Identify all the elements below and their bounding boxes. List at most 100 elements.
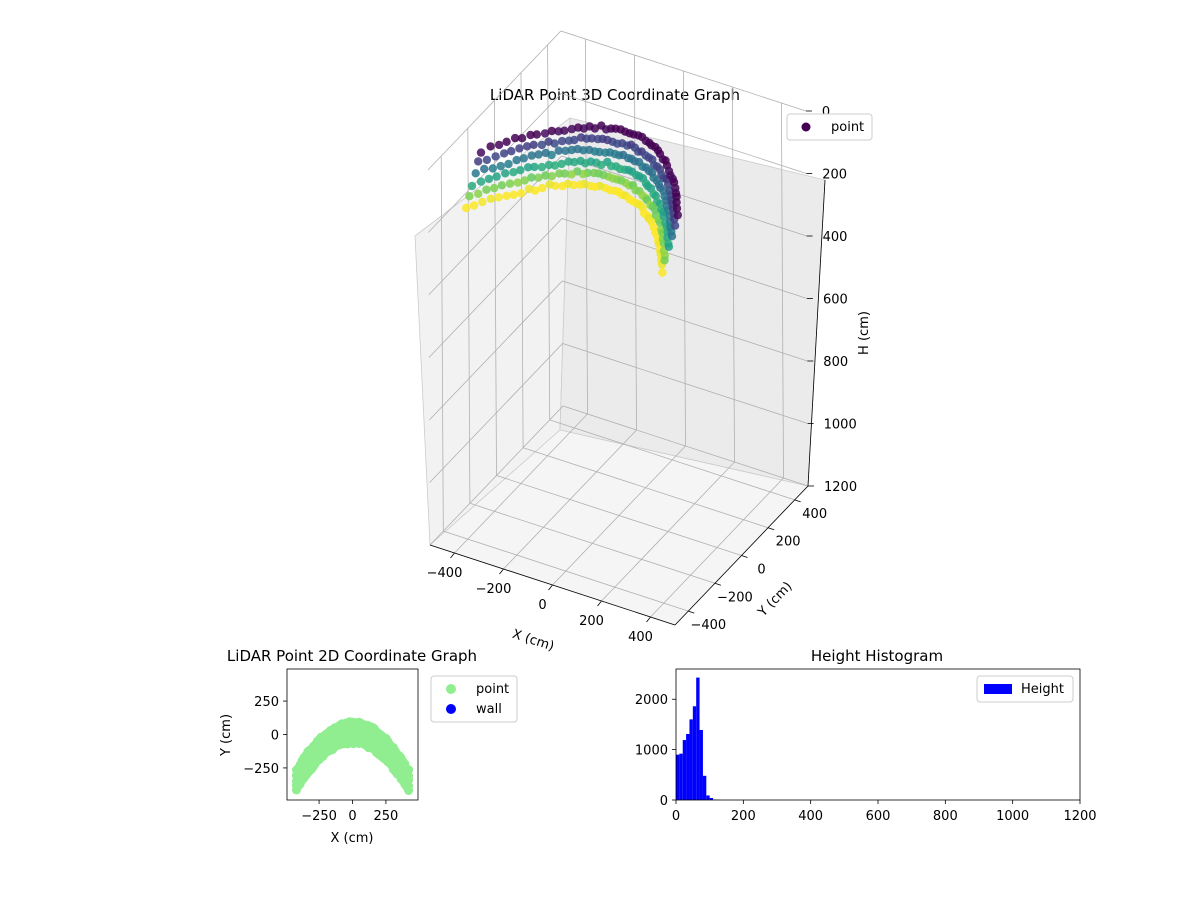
x-tick-label-hist: 0 (672, 809, 680, 824)
grid-line (428, 218, 808, 358)
scatter-point-3d (541, 171, 550, 180)
x-tick-label-3d: −400 (427, 566, 463, 581)
grid-line (601, 461, 735, 602)
scatter-point-3d (465, 192, 474, 201)
scatter-point-3d (497, 181, 507, 190)
scatter-point-3d (478, 197, 487, 207)
scatter-point-3d (494, 140, 504, 150)
scatter-point-3d (492, 172, 501, 181)
scatter-point-3d (516, 166, 525, 175)
scatter-point-3d (547, 172, 557, 181)
x-tick-3d (646, 616, 651, 623)
x-tick-label-hist: 200 (731, 809, 756, 824)
y-axis-label-3d: Y (cm) (755, 579, 796, 620)
histogram-bar (686, 734, 690, 800)
scatter-point-3d (664, 242, 674, 251)
scatter-point-3d (567, 124, 577, 134)
scatter-point-3d (527, 151, 536, 160)
grid-line (454, 413, 588, 554)
scatter-point-3d (547, 126, 556, 136)
scatter-point-3d (513, 178, 522, 187)
scatter-point-3d (617, 176, 626, 185)
grid-line (552, 445, 686, 586)
points-3d (462, 121, 682, 277)
y-tick-3d (794, 499, 801, 503)
y-tick-label-hist: 0 (660, 794, 668, 809)
scatter-point-3d (529, 140, 538, 149)
scatter-point-3d (667, 232, 677, 241)
ticks-2d: −250 0 250 −250 0 250 (243, 695, 398, 824)
scatter-point-3d (530, 162, 539, 172)
x-tick-label-3d: 0 (538, 598, 546, 613)
points-2d (291, 717, 414, 795)
scatter-point-3d (597, 121, 606, 130)
chart-title-3d: LiDAR Point 3D Coordinate Graph (490, 86, 740, 104)
scatter-point-3d (629, 130, 638, 139)
legend-marker-height (984, 684, 1012, 694)
scatter-2d-plot: LiDAR Point 2D Coordinate Graph −250 0 250… (219, 647, 518, 846)
scatter-point-2d (404, 786, 414, 795)
scatter-point-3d (589, 168, 599, 178)
z-tick-label-3d: 200 (822, 168, 847, 183)
scatter-point-3d (534, 150, 543, 159)
z-tick-label-3d: 1000 (824, 418, 857, 433)
scatter-point-3d (516, 189, 526, 198)
scatter-point-3d (544, 160, 554, 170)
y-tick-label-2d: 250 (254, 695, 279, 710)
scatter-point-3d (538, 183, 547, 193)
legend-hist: Height (976, 675, 1074, 703)
y-tick-label-2d: 0 (271, 729, 279, 744)
grid-line (429, 343, 808, 483)
x-tick-label-hist: 1000 (996, 809, 1029, 824)
scatter-point-3d (512, 155, 521, 165)
scatter-point-3d (467, 181, 477, 191)
scatter-point-3d (576, 156, 585, 166)
x-tick-label-2d: 250 (374, 809, 399, 824)
histogram-bar (706, 795, 710, 800)
scatter-point-3d (474, 189, 483, 198)
x-tick-label-hist: 800 (933, 809, 958, 824)
x-tick-3d (499, 568, 504, 575)
scatter-point-3d (505, 179, 515, 188)
y-tick-label-3d: −200 (717, 590, 753, 605)
scatter-point-3d (494, 193, 503, 202)
scatter-point-3d (484, 174, 494, 184)
ticks-3d: −400−2000200400−400−20002004000200400600… (427, 105, 857, 645)
grid-line (650, 477, 784, 618)
legend-frame-3d (786, 113, 873, 141)
scatter-point-3d (593, 134, 603, 144)
scatter-point-3d (504, 159, 513, 169)
scatter-point-3d (507, 147, 516, 156)
scatter-point-3d (509, 168, 518, 177)
scatter-point-3d (515, 144, 524, 153)
histogram-bar (676, 754, 680, 800)
x-tick-3d (450, 552, 455, 559)
x-tick-label-hist: 1200 (1063, 809, 1096, 824)
scatter-point-3d (486, 142, 495, 151)
scatter-point-3d (619, 150, 628, 160)
histogram-bar (702, 775, 707, 800)
histogram-bar (679, 753, 683, 800)
scatter-point-3d (540, 129, 550, 138)
scatter-point-3d (545, 180, 554, 189)
y-tick-label-3d: 0 (757, 563, 765, 578)
histogram-bars (676, 677, 720, 800)
scatter-point-3d (554, 146, 563, 155)
y-tick-label-hist: 2000 (635, 693, 668, 708)
z-tick-label-3d: 600 (823, 293, 848, 308)
y-tick-label-3d: 400 (802, 507, 827, 522)
scatter-point-3d (502, 191, 511, 200)
scatter-point-3d (474, 157, 483, 166)
scatter-point-3d (476, 148, 486, 157)
y-tick-label-2d: −250 (243, 762, 279, 777)
scatter-point-3d (527, 173, 536, 182)
x-tick-label-3d: 200 (579, 614, 604, 629)
histogram-bar (709, 797, 714, 800)
legend-marker-point-3d (801, 122, 811, 132)
legend-frame-hist (976, 675, 1074, 703)
scatter-point-3d (476, 177, 486, 186)
scatter-point-3d (534, 173, 543, 182)
legend-marker-point-2d (446, 684, 456, 694)
scatter-point-3d (555, 169, 564, 178)
